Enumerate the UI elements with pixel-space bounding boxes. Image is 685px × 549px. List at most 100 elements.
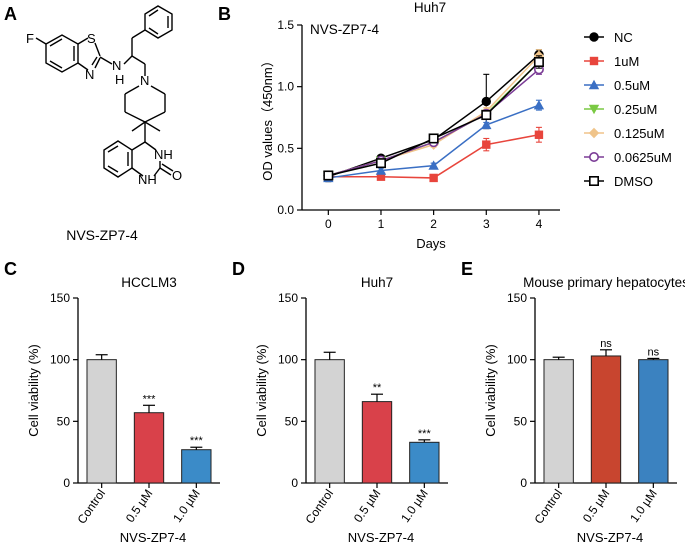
panel-letter-d: D <box>232 259 245 279</box>
x-tick-label: 4 <box>536 217 543 231</box>
panel-e: E 0 50 100 150 Control ns 0.5 µM ns 1.0 µM Mouse … <box>461 259 685 545</box>
significance-label: *** <box>143 393 157 405</box>
y-tick-label: 0 <box>520 476 527 490</box>
carbonyl-bond <box>159 167 172 176</box>
bar-2 <box>638 359 669 484</box>
chart-title: HCCLM3 <box>121 275 177 290</box>
legend-label: 1uM <box>614 54 639 69</box>
significance-label: ns <box>648 346 660 358</box>
bond-nh <box>99 56 113 65</box>
bond-double <box>107 165 119 173</box>
y-tick-label: 1.0 <box>277 80 294 94</box>
panel-letter-e: E <box>461 259 473 279</box>
bond-n <box>77 62 89 71</box>
x-tick-label: 1.0 µM <box>627 487 660 525</box>
pip-bond <box>124 111 146 123</box>
panel-b: B 0.0 0.5 1.0 1.5 0 1 2 3 4 Huh7 NVS-ZP7-4 Days OD v… <box>218 0 672 251</box>
y-tick-label: 0 <box>291 476 298 490</box>
y-tick-label: 50 <box>285 414 299 428</box>
data-point <box>429 173 438 183</box>
x-tick-label: 3 <box>483 217 490 231</box>
quinaz-bond <box>144 141 157 151</box>
data-point <box>375 165 387 175</box>
data-point <box>534 130 544 139</box>
data-point <box>376 172 386 181</box>
legend-marker <box>588 79 600 90</box>
y-tick-label: 150 <box>507 291 527 305</box>
x-tick-label: Control <box>302 487 336 527</box>
atom-f: F <box>26 31 34 46</box>
benzo-ring <box>45 34 79 73</box>
legend-marker <box>588 176 599 187</box>
y-tick-label: 0.5 <box>277 141 294 155</box>
panel-c: C 0 50 100 150 Control *** 0.5 µM *** 1.0 µM HCCL… <box>4 259 220 545</box>
data-point <box>533 99 545 110</box>
atom-nh-lower: NH <box>138 172 157 187</box>
quinaz-bond <box>131 167 144 177</box>
pip-bond <box>144 111 166 123</box>
legend-label: 0.5uM <box>614 78 650 93</box>
y-tick-label: 100 <box>50 353 70 367</box>
series-DMSO <box>323 55 544 181</box>
x-tick-label: 0 <box>325 217 332 231</box>
bond-s <box>77 37 89 45</box>
bar-2 <box>181 449 212 484</box>
significance-label: *** <box>418 428 432 440</box>
bar-0 <box>86 359 117 484</box>
x-tick-label: 0.5 µM <box>351 487 384 525</box>
data-point <box>481 110 492 121</box>
bond-double <box>107 145 119 153</box>
y-tick-label: 100 <box>507 353 527 367</box>
x-tick-label: 1.0 µM <box>398 487 431 525</box>
quinaz-bond <box>131 141 146 151</box>
x-tick-label: 2 <box>430 217 437 231</box>
spiro-bond <box>131 121 146 132</box>
y-tick-label: 50 <box>514 414 528 428</box>
atom-labels: F S N N H N NH NH O <box>26 31 182 187</box>
bond-cn-double <box>91 56 98 66</box>
x-tick-label: Control <box>74 487 108 527</box>
x-axis-label: NVS-ZP7-4 <box>120 530 186 545</box>
legend-label: DMSO <box>614 174 653 189</box>
chart-title: Huh7 <box>414 0 446 15</box>
data-point <box>481 96 491 107</box>
carbonyl-bond2 <box>161 163 174 172</box>
panel-a: A <box>4 4 182 243</box>
bar-0 <box>543 359 574 484</box>
spiro-bond <box>144 121 161 132</box>
y-axis-label: Cell viability (%) <box>254 344 269 436</box>
y-tick-label: 0 <box>63 476 70 490</box>
legend-marker <box>589 56 599 66</box>
panel-letter-c: C <box>4 259 17 279</box>
atom-nh-upper: NH <box>154 147 173 162</box>
bond-double <box>49 60 63 69</box>
compound-label: NVS-ZP7-4 <box>66 227 138 243</box>
bond-f <box>35 37 47 45</box>
chemical-structure <box>35 5 174 178</box>
legend-marker <box>589 32 599 42</box>
x-tick-label: 1 <box>378 217 385 231</box>
data-point <box>533 56 544 67</box>
data-point <box>323 170 334 181</box>
bar-1 <box>590 355 622 484</box>
legend-marker <box>588 104 600 115</box>
data-point <box>428 133 439 144</box>
y-axis-label: OD values（450nm） <box>260 54 275 180</box>
bond-double <box>148 9 159 17</box>
bar-1 <box>133 412 165 484</box>
bond-cn <box>94 57 101 69</box>
series-line <box>328 61 540 177</box>
series-line <box>328 54 540 178</box>
legend-marker <box>588 152 599 163</box>
atom-n: N <box>85 67 94 82</box>
atom-s: S <box>87 31 96 46</box>
data-point <box>481 119 492 130</box>
phenyl-ring <box>144 5 173 39</box>
bond-nh2 <box>123 55 133 65</box>
atom-nh: N <box>112 58 121 73</box>
data-point <box>482 140 491 149</box>
significance-label: ** <box>373 382 382 394</box>
chart-title: Mouse primary hepatocytes <box>523 275 685 290</box>
x-tick-label: 0.5 µM <box>580 487 613 525</box>
y-tick-label: 150 <box>278 291 298 305</box>
